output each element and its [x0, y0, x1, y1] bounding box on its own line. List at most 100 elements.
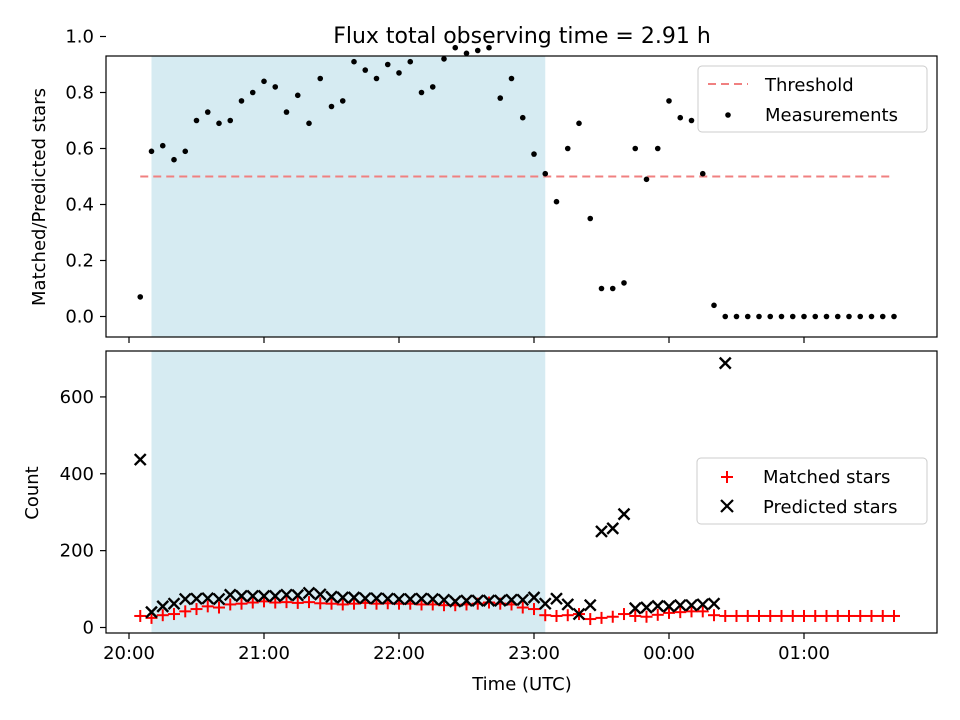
- matched-star-point: [831, 609, 844, 622]
- measurement-point: [621, 280, 627, 286]
- matched-star-point: [651, 608, 664, 621]
- predicted-star-point: [718, 356, 732, 370]
- measurement-point: [812, 313, 819, 320]
- predicted-star-point: [685, 598, 698, 612]
- predicted-star-point: [302, 586, 316, 600]
- matched-star-point: [876, 609, 889, 622]
- matched-star-point: [348, 597, 360, 610]
- measurement-point: [148, 148, 155, 155]
- matched-star-point: [775, 609, 788, 622]
- predicted-star-point: [280, 588, 293, 602]
- measurement-point: [452, 44, 459, 51]
- x-axis-label: Time (UTC): [471, 674, 572, 695]
- measurement-point: [756, 313, 762, 320]
- predicted-star-point: [460, 594, 473, 607]
- measurement-point: [407, 58, 414, 65]
- measurement-point: [519, 114, 526, 121]
- matched-star-point: [719, 609, 732, 622]
- measurement-point: [171, 156, 177, 163]
- predicted-star-point: [178, 592, 192, 606]
- matched-star-point: [663, 606, 675, 619]
- matched-star-point: [674, 606, 687, 619]
- matched-star-point: [640, 610, 653, 623]
- measurement-point: [486, 44, 492, 51]
- predicted-star-point: [696, 598, 710, 611]
- y-axis-label: Count: [22, 466, 43, 519]
- legend-measurements-label: Measurements: [765, 105, 898, 126]
- matched-star-point: [168, 608, 180, 621]
- predicted-star-point: [707, 597, 721, 611]
- matched-star-point: [843, 609, 855, 622]
- predicted-star-point: [516, 593, 530, 607]
- matched-star-point: [224, 598, 237, 611]
- predicted-star-point: [403, 592, 417, 606]
- matched-star-point: [235, 597, 248, 610]
- measurement-point: [137, 294, 144, 300]
- top-plot-frame: [105, 55, 938, 338]
- matched-star-point: [201, 600, 214, 613]
- x-axis-ticks: 20:00 21:00 22:00 23:00 00:00 01:00: [103, 633, 830, 664]
- measurement-point: [891, 313, 897, 320]
- matched-star-point: [584, 613, 597, 626]
- measurement-point: [362, 67, 369, 73]
- matched-star-point: [179, 605, 192, 618]
- count-panel: 0 200 400 600 20:00 21:00 22:00 23:00 00:00 01:0…: [22, 350, 938, 695]
- matched-stars-points: [134, 595, 900, 626]
- x-tick-label: 00:00: [643, 643, 695, 664]
- measurement-points: [137, 44, 897, 320]
- predicted-star-point: [257, 589, 271, 603]
- measurement-point: [789, 313, 796, 320]
- predicted-stars-points: [133, 356, 732, 621]
- measurement-point: [576, 120, 582, 127]
- matched-star-point: [561, 609, 574, 622]
- measurement-point: [643, 176, 650, 183]
- predicted-star-point: [482, 594, 496, 607]
- measurement-point: [857, 313, 864, 320]
- predicted-star-point: [527, 591, 541, 604]
- x-axis-ticks: [128, 337, 805, 343]
- chart-title: Flux total observing time = 2.91 h: [333, 24, 711, 49]
- matched-star-point: [156, 609, 169, 622]
- predicted-star-point: [347, 591, 361, 604]
- matched-star-point: [753, 609, 765, 622]
- predicted-star-point: [426, 592, 440, 606]
- matched-star-point: [291, 596, 304, 609]
- measurement-point: [846, 313, 852, 320]
- measurement-point: [632, 145, 639, 152]
- legend-predicted-label: Predicted stars: [763, 497, 897, 518]
- matched-star-point: [854, 609, 867, 622]
- observing-window-shade: [151, 351, 546, 633]
- x-tick-label: 21:00: [238, 643, 290, 664]
- predicted-star-point: [268, 589, 282, 603]
- measurement-point: [587, 215, 594, 222]
- y-tick-label: 200: [60, 541, 94, 562]
- predicted-star-point: [628, 601, 642, 615]
- y-tick-label: 0.8: [65, 83, 94, 104]
- predicted-star-point: [145, 605, 158, 619]
- predicted-star-point: [370, 591, 383, 605]
- observing-window-shade: [151, 56, 546, 337]
- predicted-star-point: [156, 600, 170, 613]
- predicted-star-point: [606, 522, 620, 535]
- matched-star-point: [134, 609, 147, 622]
- y-tick-label: 0.6: [65, 139, 94, 160]
- y-axis-ticks: 0.0 0.2 0.4 0.6 0.8 1.0: [65, 27, 106, 328]
- y-tick-label: 0.2: [65, 251, 94, 272]
- ratio-panel: 0.0 0.2 0.4 0.6 0.8 1.0 Matched/Predicted sta…: [29, 27, 938, 343]
- matched-star-point: [708, 609, 720, 622]
- matched-star-point: [516, 601, 529, 614]
- predicted-star-point: [538, 597, 552, 611]
- predicted-star-point: [505, 593, 518, 607]
- matched-star-point: [865, 609, 878, 622]
- measurement-point: [283, 109, 290, 115]
- x-tick-label: 23:00: [508, 643, 560, 664]
- matched-star-point: [336, 598, 349, 611]
- y-tick-label: 0.0: [65, 307, 94, 328]
- x-tick-label: 01:00: [778, 643, 830, 664]
- predicted-star-point: [617, 507, 631, 521]
- measurement-point: [531, 151, 537, 157]
- matched-star-point: [786, 609, 799, 622]
- predicted-star-point: [651, 599, 665, 613]
- y-tick-label: 0: [83, 618, 94, 639]
- measurement-point: [317, 75, 324, 82]
